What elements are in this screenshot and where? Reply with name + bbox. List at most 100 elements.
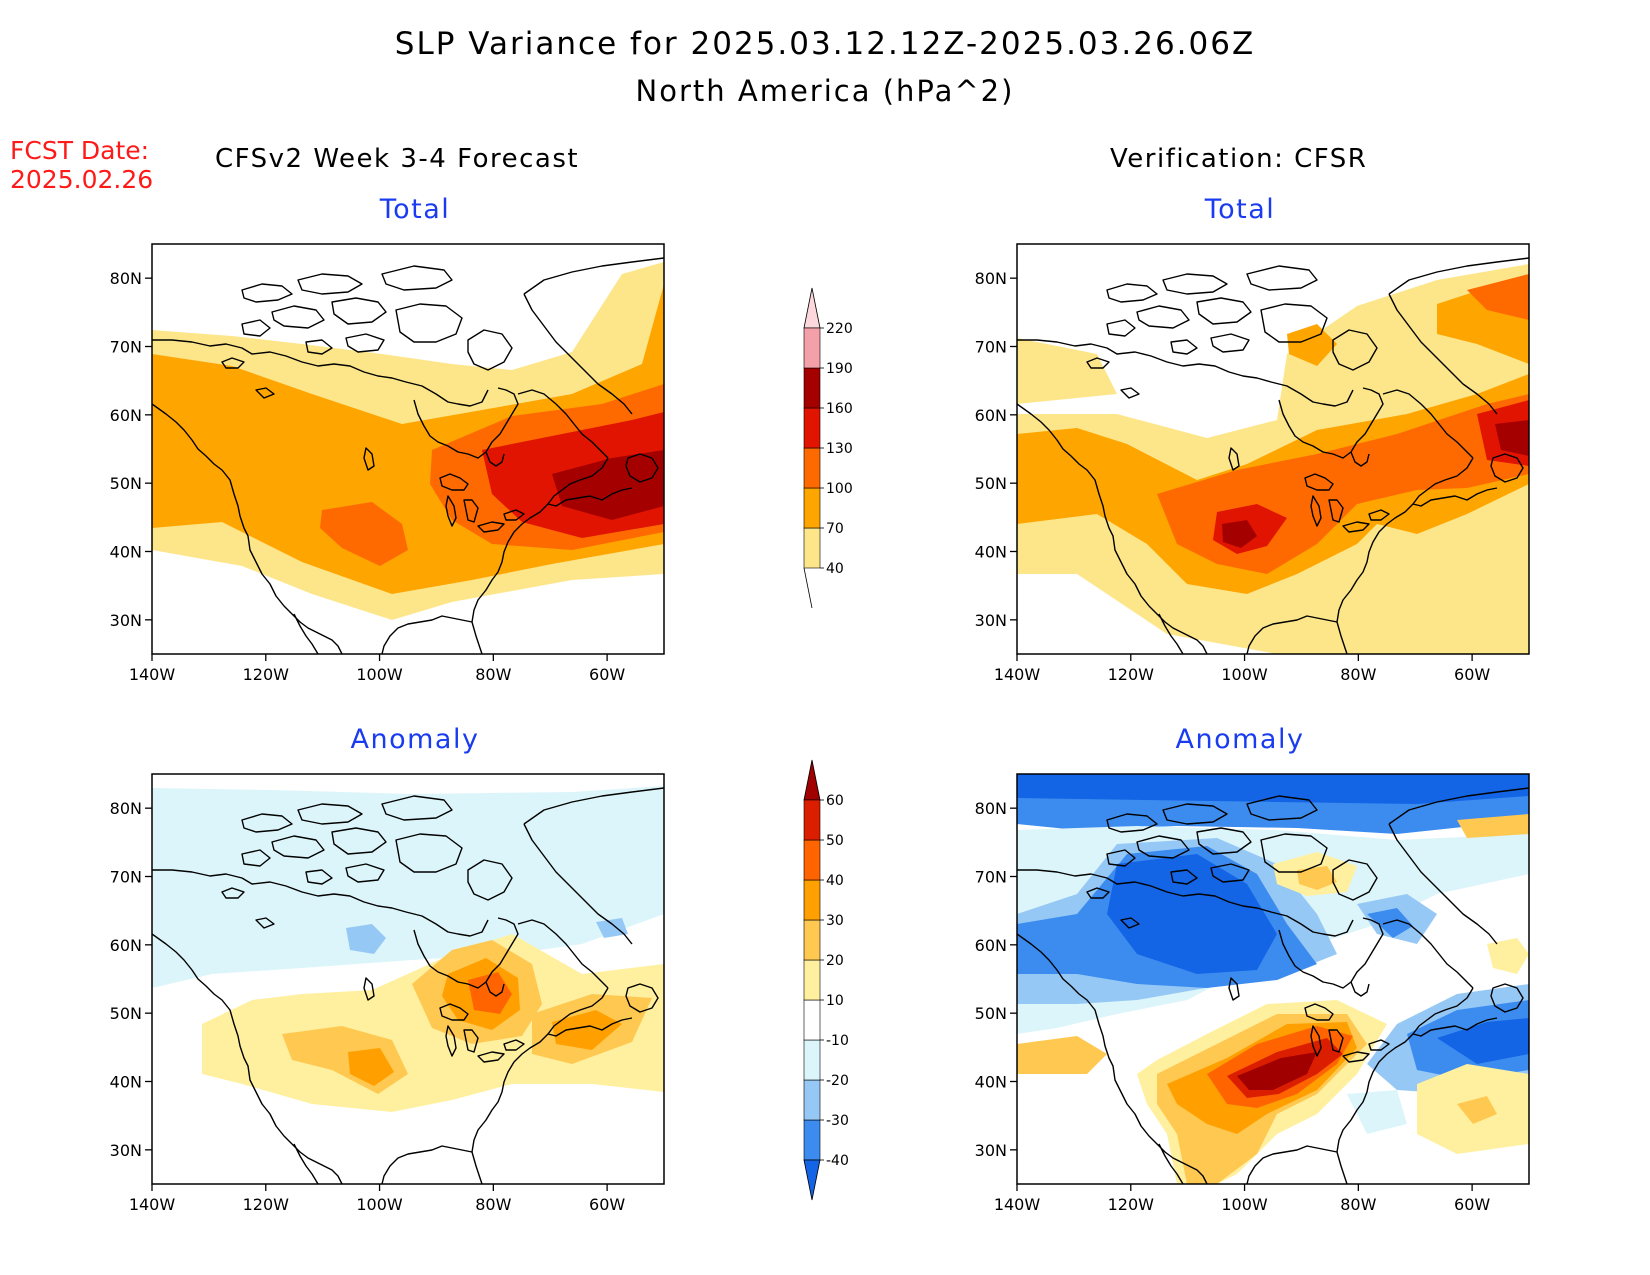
colorbar-segment <box>803 487 821 529</box>
colorbar-segment <box>803 1119 821 1161</box>
lat-label: 70N <box>110 338 142 357</box>
lat-label: 60N <box>975 406 1007 425</box>
lon-label: 140W <box>994 665 1041 684</box>
forecast-total-map <box>151 243 665 658</box>
forecast-column-title: CFSv2 Week 3-4 Forecast <box>215 144 580 174</box>
lon-label: 120W <box>243 665 290 684</box>
lon-label: 100W <box>1221 1195 1268 1214</box>
forecast-anomaly-map <box>151 773 665 1188</box>
main-title: SLP Variance for 2025.03.12.12Z-2025.03.… <box>394 26 1256 62</box>
colorbar-label: -20 <box>826 1073 849 1089</box>
forecast-total-title: Total <box>379 194 451 225</box>
colorbar-label: 190 <box>826 361 853 377</box>
colorbar-label: -30 <box>826 1113 849 1129</box>
lon-label: 80W <box>1340 665 1376 684</box>
verification-anomaly-map <box>1016 773 1530 1188</box>
colorbar-segment <box>803 447 821 489</box>
lon-label: 80W <box>475 1195 511 1214</box>
lon-label: 100W <box>356 665 403 684</box>
lon-label: 100W <box>1221 665 1268 684</box>
colorbar-segment <box>803 999 821 1041</box>
fcst-date-value: 2025.02.26 <box>10 165 154 194</box>
verification-anomaly-svg <box>1016 773 1530 1185</box>
colorbar-top-arrow <box>803 287 821 329</box>
lat-label: 50N <box>110 1004 142 1023</box>
colorbar-top-arrow <box>803 759 821 801</box>
lat-label: 40N <box>110 543 142 562</box>
colorbar-label: 70 <box>826 521 844 537</box>
lon-label: 60W <box>589 665 625 684</box>
sub-title: North America (hPa^2) <box>635 74 1015 108</box>
lon-label: 140W <box>129 665 176 684</box>
lon-label: 80W <box>475 665 511 684</box>
lon-label: 120W <box>1108 1195 1155 1214</box>
colorbar-label: 10 <box>826 993 844 1009</box>
colorbar-label: 50 <box>826 833 844 849</box>
lat-label: 50N <box>975 474 1007 493</box>
colorbar-label: 220 <box>826 321 853 337</box>
colorbar-label: -40 <box>826 1153 849 1169</box>
lat-label: 40N <box>975 543 1007 562</box>
colorbar-segment <box>803 1039 821 1081</box>
colorbar-segment <box>803 799 821 841</box>
lon-label: 60W <box>1454 665 1490 684</box>
verification-total-title: Total <box>1204 194 1276 225</box>
lat-label: 30N <box>110 611 142 630</box>
colorbar-segment <box>803 839 821 881</box>
fcst-date-label: FCST Date: <box>10 136 150 165</box>
colorbar-label: 30 <box>826 913 844 929</box>
colorbar-segment <box>803 527 821 569</box>
lat-label: 80N <box>110 799 142 818</box>
colorbar-segment <box>803 327 821 369</box>
colorbar-label: 130 <box>826 441 853 457</box>
colorbar-segment <box>803 959 821 1001</box>
colorbar-segment <box>803 367 821 409</box>
colorbar-label: 40 <box>826 561 844 577</box>
colorbar-segment <box>803 407 821 449</box>
colorbar-bottom-arrow <box>803 1159 821 1201</box>
lon-label: 140W <box>129 1195 176 1214</box>
lat-label: 70N <box>110 868 142 887</box>
anomaly-colorbar: -40 -30 -20 -10 10 20 30 40 50 60 <box>803 759 849 1201</box>
verification-column-title: Verification: CFSR <box>1110 144 1368 174</box>
colorbar-segment <box>803 879 821 921</box>
total-colorbar: 40 70 100 130 160 190 220 <box>803 287 853 609</box>
verification-total-svg <box>1016 243 1530 655</box>
colorbar-label: 60 <box>826 793 844 809</box>
lat-label: 30N <box>975 611 1007 630</box>
lon-label: 80W <box>1340 1195 1376 1214</box>
lat-label: 70N <box>975 338 1007 357</box>
colorbar-segment <box>803 919 821 961</box>
forecast-total-svg <box>151 243 665 655</box>
forecast-anomaly-title: Anomaly <box>350 724 480 755</box>
lat-label: 80N <box>975 269 1007 288</box>
lat-label: 50N <box>975 1004 1007 1023</box>
colorbar-label: 160 <box>826 401 853 417</box>
colorbar-label: -10 <box>826 1033 849 1049</box>
fcst-date-block: FCST Date: 2025.02.26 <box>10 136 153 194</box>
lon-label: 120W <box>243 1195 290 1214</box>
lat-label: 70N <box>975 868 1007 887</box>
lon-label: 60W <box>1454 1195 1490 1214</box>
lat-label: 30N <box>110 1141 142 1160</box>
forecast-anomaly-svg <box>151 773 665 1185</box>
lat-label: 40N <box>975 1073 1007 1092</box>
colorbar-label: 100 <box>826 481 853 497</box>
lat-label: 60N <box>110 406 142 425</box>
lon-label: 140W <box>994 1195 1041 1214</box>
lat-label: 50N <box>110 474 142 493</box>
colorbar-label: 40 <box>826 873 844 889</box>
lat-label: 80N <box>975 799 1007 818</box>
colorbar-label: 20 <box>826 953 844 969</box>
verification-total-map <box>1016 243 1530 658</box>
lon-label: 100W <box>356 1195 403 1214</box>
verification-anomaly-title: Anomaly <box>1175 724 1305 755</box>
lat-label: 60N <box>110 936 142 955</box>
lat-label: 80N <box>110 269 142 288</box>
lon-label: 60W <box>589 1195 625 1214</box>
lat-label: 30N <box>975 1141 1007 1160</box>
lat-label: 40N <box>110 1073 142 1092</box>
colorbar-segment <box>803 1079 821 1121</box>
lon-label: 120W <box>1108 665 1155 684</box>
